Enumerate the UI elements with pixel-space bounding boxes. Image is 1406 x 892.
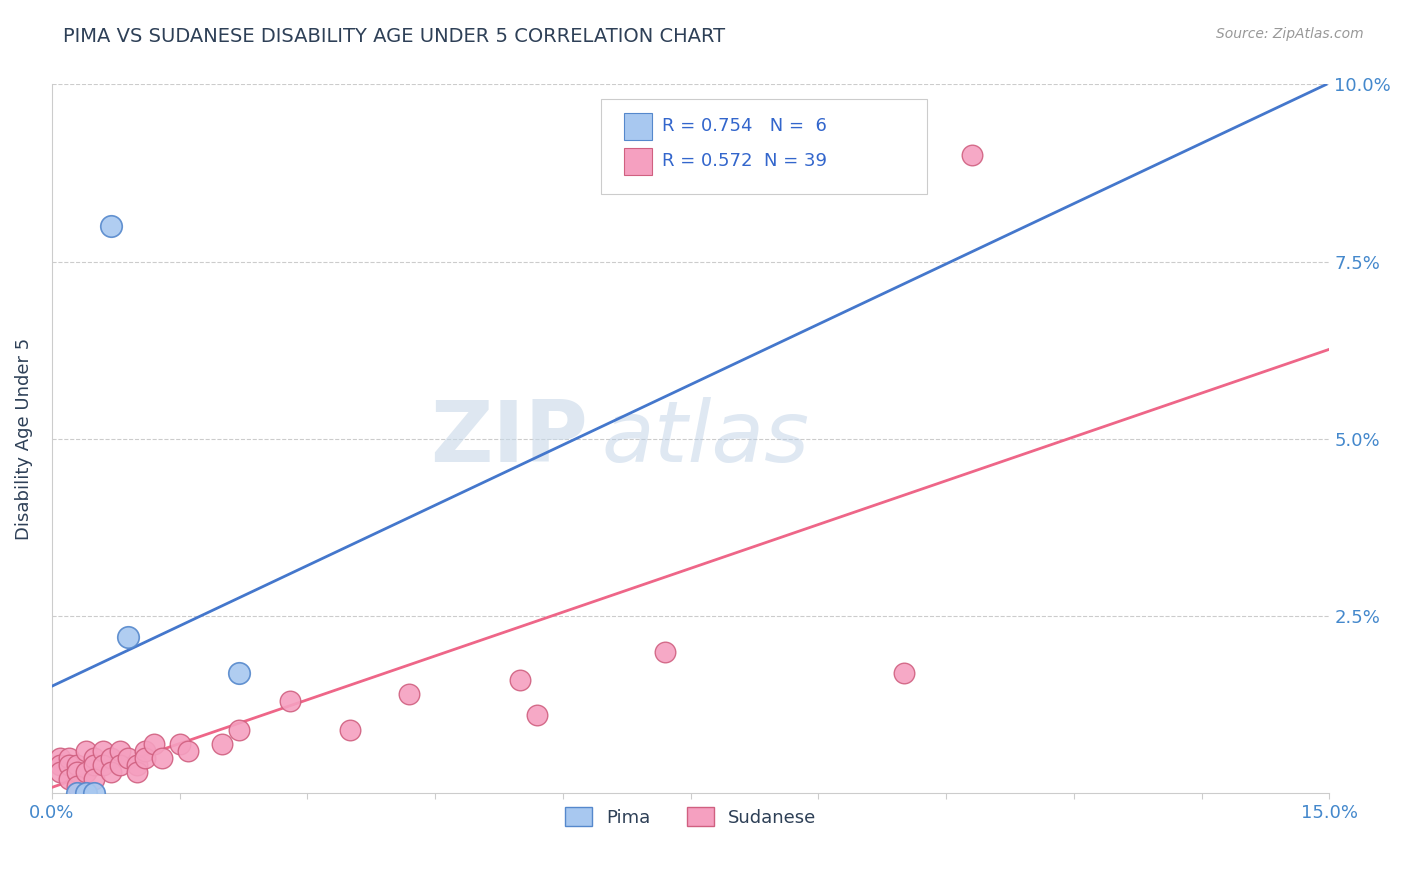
- Text: Source: ZipAtlas.com: Source: ZipAtlas.com: [1216, 27, 1364, 41]
- Point: [100, 219, 122, 234]
- Point: [49, 751, 72, 765]
- Point: [125, 765, 148, 780]
- Point: [893, 665, 915, 680]
- Point: [91, 744, 114, 758]
- Point: [211, 737, 233, 751]
- Point: [125, 758, 148, 772]
- Point: [83, 751, 105, 765]
- Text: atlas: atlas: [602, 398, 808, 481]
- Point: [654, 644, 676, 658]
- Point: [169, 737, 191, 751]
- Point: [228, 723, 250, 737]
- Point: [398, 687, 420, 701]
- Point: [58, 751, 80, 765]
- Text: ZIP: ZIP: [430, 398, 588, 481]
- Point: [117, 751, 139, 765]
- Point: [134, 751, 156, 765]
- Point: [49, 765, 72, 780]
- Point: [75, 744, 97, 758]
- Point: [108, 758, 131, 772]
- Point: [108, 744, 131, 758]
- Point: [58, 772, 80, 787]
- Point: [83, 772, 105, 787]
- Point: [100, 765, 122, 780]
- Point: [278, 694, 301, 708]
- Point: [75, 765, 97, 780]
- Point: [91, 758, 114, 772]
- Point: [66, 786, 89, 800]
- Point: [83, 786, 105, 800]
- Point: [143, 737, 166, 751]
- Point: [228, 665, 250, 680]
- Point: [509, 673, 531, 687]
- Legend: Pima, Sudanese: Pima, Sudanese: [558, 800, 824, 834]
- Point: [152, 751, 174, 765]
- Point: [339, 723, 361, 737]
- Point: [960, 148, 983, 162]
- Point: [526, 708, 548, 723]
- Y-axis label: Disability Age Under 5: Disability Age Under 5: [15, 338, 32, 540]
- Text: R = 0.754   N =  6: R = 0.754 N = 6: [662, 117, 827, 135]
- Point: [58, 758, 80, 772]
- FancyBboxPatch shape: [602, 99, 927, 194]
- FancyBboxPatch shape: [624, 148, 652, 175]
- Point: [117, 631, 139, 645]
- FancyBboxPatch shape: [624, 112, 652, 140]
- Point: [66, 758, 89, 772]
- Point: [75, 786, 97, 800]
- Point: [100, 751, 122, 765]
- Text: PIMA VS SUDANESE DISABILITY AGE UNDER 5 CORRELATION CHART: PIMA VS SUDANESE DISABILITY AGE UNDER 5 …: [63, 27, 725, 45]
- Point: [66, 765, 89, 780]
- Text: R = 0.572  N = 39: R = 0.572 N = 39: [662, 152, 828, 170]
- Point: [134, 744, 156, 758]
- Point: [83, 758, 105, 772]
- Point: [49, 758, 72, 772]
- Point: [177, 744, 200, 758]
- Point: [66, 779, 89, 793]
